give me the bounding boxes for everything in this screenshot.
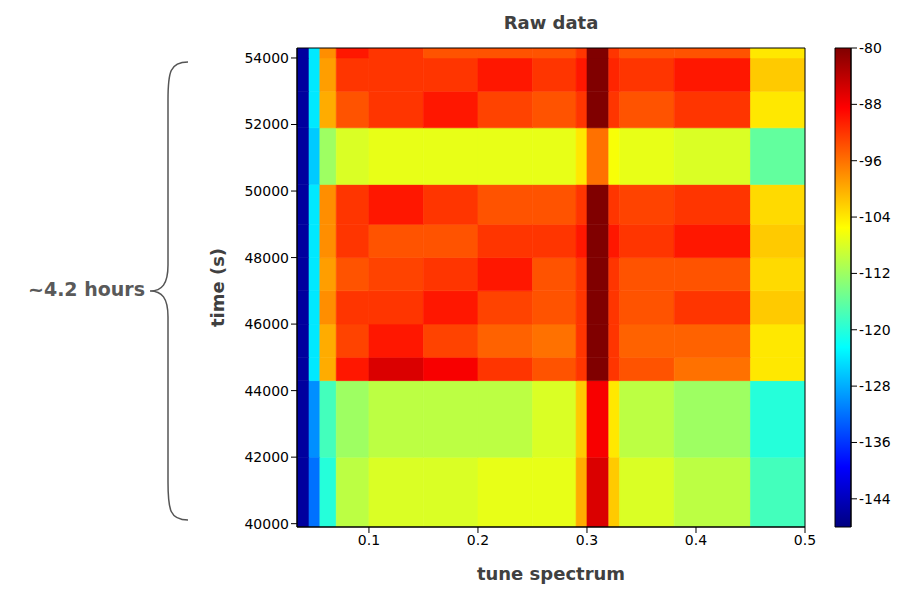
svg-text:52000: 52000 [244, 116, 289, 132]
svg-text:0.1: 0.1 [358, 532, 380, 548]
svg-text:-120: -120 [859, 322, 891, 338]
svg-text:44000: 44000 [244, 383, 289, 399]
html-text:Raw data: Raw data [503, 12, 599, 33]
svg-text:54000: 54000 [244, 50, 289, 66]
svg-text:-104: -104 [859, 209, 891, 225]
svg-text:-136: -136 [859, 434, 891, 450]
html-text:~4.2 hours: ~4.2 hours [28, 278, 145, 300]
svg-text:42000: 42000 [244, 449, 289, 465]
svg-text:-128: -128 [859, 378, 891, 394]
svg-text:0.5: 0.5 [794, 532, 816, 548]
svg-text:-80: -80 [859, 40, 882, 56]
svg-text:-112: -112 [859, 265, 891, 281]
svg-text:0.2: 0.2 [467, 532, 489, 548]
svg-text:46000: 46000 [244, 316, 289, 332]
svg-text:40000: 40000 [244, 516, 289, 532]
svg-text:-88: -88 [859, 96, 882, 112]
svg-text:tune spectrum: tune spectrum [477, 563, 625, 584]
svg-text:-144: -144 [859, 491, 891, 507]
svg-text:0.3: 0.3 [576, 532, 598, 548]
svg-text:50000: 50000 [244, 183, 289, 199]
svg-text:48000: 48000 [244, 250, 289, 266]
svg-text:0.4: 0.4 [685, 532, 707, 548]
svg-text:-96: -96 [859, 153, 882, 169]
svg-text:time (s): time (s) [207, 248, 228, 327]
